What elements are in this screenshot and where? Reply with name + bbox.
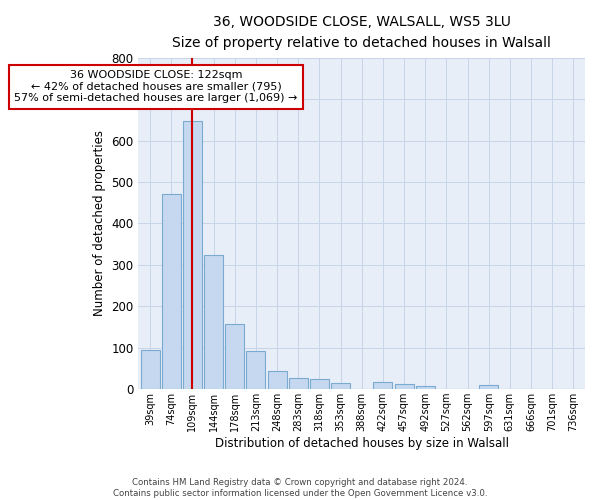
Bar — [373, 382, 392, 389]
Text: Contains HM Land Registry data © Crown copyright and database right 2024.
Contai: Contains HM Land Registry data © Crown c… — [113, 478, 487, 498]
Bar — [479, 385, 498, 389]
Bar — [268, 372, 287, 389]
Text: 36 WOODSIDE CLOSE: 122sqm
← 42% of detached houses are smaller (795)
57% of semi: 36 WOODSIDE CLOSE: 122sqm ← 42% of detac… — [14, 70, 298, 103]
Bar — [140, 350, 160, 389]
Bar — [247, 351, 265, 389]
Bar — [289, 378, 308, 389]
Bar — [416, 386, 435, 389]
Bar — [183, 120, 202, 389]
Bar — [331, 383, 350, 389]
Title: 36, WOODSIDE CLOSE, WALSALL, WS5 3LU
Size of property relative to detached house: 36, WOODSIDE CLOSE, WALSALL, WS5 3LU Siz… — [172, 15, 551, 50]
Bar — [395, 384, 413, 389]
Bar — [310, 379, 329, 389]
X-axis label: Distribution of detached houses by size in Walsall: Distribution of detached houses by size … — [215, 437, 509, 450]
Bar — [204, 254, 223, 389]
Y-axis label: Number of detached properties: Number of detached properties — [93, 130, 106, 316]
Bar — [225, 324, 244, 389]
Bar — [161, 194, 181, 389]
